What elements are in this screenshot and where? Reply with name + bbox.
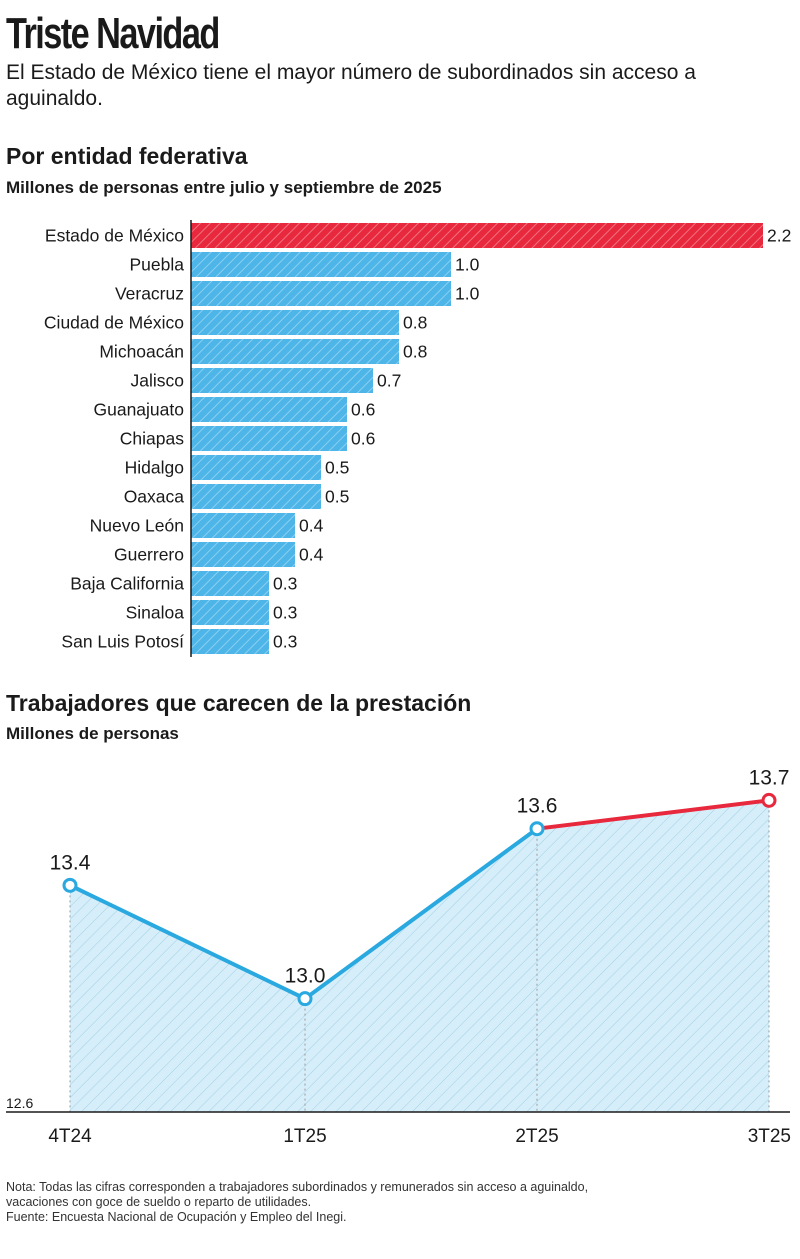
bar-hatch	[191, 542, 295, 567]
bar-category-label: Michoacán	[99, 342, 184, 362]
bar-value-label: 0.4	[299, 545, 324, 565]
bar-category-label: Ciudad de México	[44, 313, 184, 333]
line-chart-title: Trabajadores que carecen de la prestació…	[6, 690, 472, 716]
point-value-label: 13.6	[517, 795, 558, 818]
bar-hatch	[191, 426, 347, 451]
bar-category-label: Sinaloa	[126, 603, 185, 623]
bar-category-label: Chiapas	[120, 429, 184, 449]
note-text: Nota: Todas las cifras corresponden a tr…	[6, 1180, 589, 1209]
bar-category-label: Guanajuato	[94, 400, 185, 420]
x-tick-label: 3T25	[748, 1126, 791, 1147]
bar-hatch	[191, 339, 399, 364]
data-point	[529, 821, 545, 837]
bar-value-label: 0.7	[377, 371, 401, 391]
bar-hatch	[191, 571, 269, 596]
bar-category-label: Nuevo León	[90, 516, 184, 536]
data-point	[297, 991, 313, 1007]
bar-hatch	[191, 600, 269, 625]
series-line-segment	[535, 798, 771, 831]
bar-chart-subtitle: Millones de personas entre julio y septi…	[6, 178, 442, 197]
bar-hatch	[191, 310, 399, 335]
bar-value-label: 2.2	[767, 226, 791, 246]
bar-value-label: 1.0	[455, 284, 480, 304]
bar-category-label: Guerrero	[114, 545, 184, 565]
bar-hatch	[191, 368, 373, 393]
series-line-segment	[303, 826, 539, 1001]
bar-value-label: 0.3	[273, 632, 297, 652]
page-subtitle: El Estado de México tiene el mayor númer…	[6, 61, 696, 110]
line-chart-subtitle: Millones de personas	[6, 724, 179, 743]
bar-category-label: Puebla	[130, 255, 185, 275]
x-tick-label: 4T24	[48, 1126, 92, 1147]
series-line-segment	[68, 883, 307, 1001]
x-tick-label: 2T25	[515, 1126, 558, 1147]
bar-category-label: Baja California	[70, 574, 184, 594]
line-chart: 13.4 13.0 13.6 13.7 12.6 4T24 1T25 2T25 3T25	[6, 766, 791, 1147]
bar-hatch	[191, 397, 347, 422]
bar-value-label: 0.6	[351, 429, 375, 449]
bar-category-label: Jalisco	[131, 371, 185, 391]
bar-hatch	[191, 223, 763, 248]
bar-value-label: 0.4	[299, 516, 324, 536]
bar-category-label: Veracruz	[115, 284, 184, 304]
x-tick-label: 1T25	[283, 1126, 326, 1147]
bar-value-label: 0.8	[403, 342, 427, 362]
bar-value-label: 0.6	[351, 400, 375, 420]
bar-value-label: 0.3	[273, 603, 297, 623]
bar-hatch	[191, 455, 321, 480]
point-value-label: 13.4	[50, 851, 91, 874]
bar-value-label: 1.0	[455, 255, 480, 275]
bar-hatch	[191, 513, 295, 538]
y-baseline-label: 12.6	[6, 1095, 33, 1111]
bar-value-label: 0.5	[325, 487, 349, 507]
footnotes: Nota: Todas las cifras corresponden a tr…	[6, 1180, 646, 1225]
bar-category-label: Hidalgo	[125, 458, 184, 478]
bar-hatch	[191, 484, 321, 509]
bar-category-label: Oaxaca	[124, 487, 185, 507]
bar-hatch	[191, 281, 451, 306]
bar-value-label: 0.5	[325, 458, 349, 478]
data-point	[62, 877, 78, 893]
bar-hatch	[191, 629, 269, 654]
data-point	[761, 792, 777, 808]
bar-value-label: 0.8	[403, 313, 427, 333]
bar-hatch	[191, 252, 451, 277]
bar-chart: Estado de México 2.2 Puebla 1.0 Veracruz 1.0 C…	[44, 220, 791, 657]
bar-value-label: 0.3	[273, 574, 297, 594]
point-value-label: 13.7	[749, 766, 790, 789]
area-hatch	[70, 800, 769, 1112]
bar-category-label: San Luis Potosí	[61, 632, 184, 652]
bar-category-label: Estado de México	[45, 226, 184, 246]
point-value-label: 13.0	[285, 965, 326, 988]
bar-chart-title: Por entidad federativa	[6, 143, 248, 169]
page-title: Triste Navidad	[6, 9, 220, 58]
source-text: Fuente: Encuesta Nacional de Ocupación y…	[6, 1210, 347, 1224]
